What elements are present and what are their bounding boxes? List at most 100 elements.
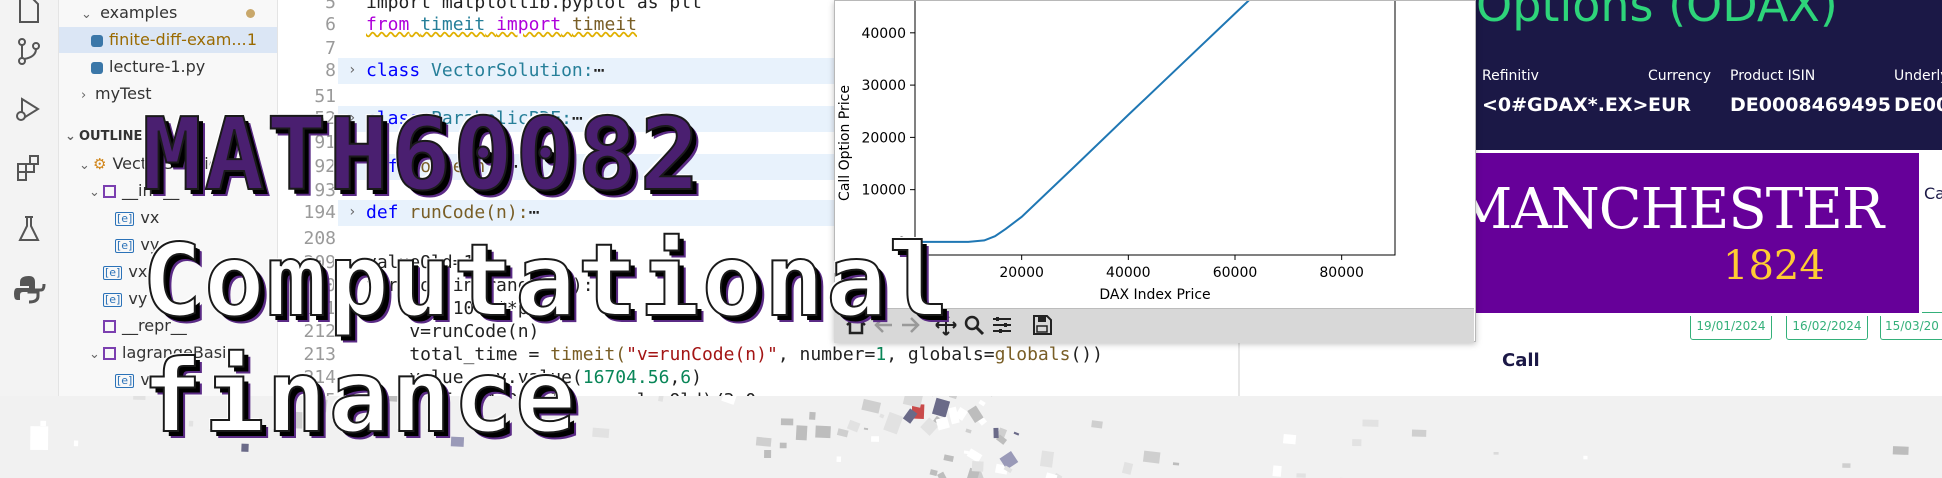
outline-item[interactable]: [e] vy [115,235,160,254]
outline-item[interactable]: __repr__ [103,313,187,339]
confetti-piece [592,427,610,439]
expiry-date-button[interactable]: 19/01/2024 [1690,312,1772,340]
confetti-piece [1054,472,1063,478]
chevron-right-icon[interactable]: › [348,110,357,126]
line-number: 93 [314,180,336,201]
outline-item[interactable]: [e] vx [115,370,160,389]
field-value: DE00 [1894,94,1942,116]
confetti-piece [658,396,664,402]
confetti-piece [383,396,398,402]
chevron-down-icon: ⌄ [79,158,90,173]
confetti-piece [954,407,968,421]
outline-header[interactable]: ⌄ OUTLINE [65,124,142,150]
code-line: v=runCode(n) [366,321,540,342]
confetti-piece [967,405,984,424]
files-icon[interactable] [12,0,46,28]
outline-item[interactable]: ⌄ ⚙ VectorSolution [79,151,229,177]
field-label: Underly [1894,68,1942,84]
confetti-piece [902,408,918,424]
run-debug-icon[interactable] [12,92,46,126]
line-number: 208 [303,228,336,249]
save-icon[interactable] [1030,313,1054,337]
outline-item[interactable]: [e] vx [115,208,160,227]
confetti-piece [309,397,328,413]
testing-flask-icon[interactable] [12,212,46,246]
web-title: Options (ODAX) [1476,0,1838,32]
axes-frame [914,0,1396,256]
outline-item[interactable]: ⌄ __init__ [89,178,179,204]
web-header: Options (ODAX) Refinitiv <0#GDAX*.EX> Cu… [1476,0,1942,150]
tab-label[interactable]: Ca [1924,184,1942,203]
method-icon [103,320,116,333]
confetti-piece [978,399,986,407]
class-icon: ⚙ [93,155,107,173]
confetti-piece [1362,419,1379,427]
python-file-icon [91,61,103,74]
configure-icon[interactable] [990,313,1014,337]
confetti-piece [721,396,737,405]
line-number: 8 [325,60,336,81]
x-tick-label: 60000 [1213,265,1258,281]
confetti-piece [1121,461,1134,475]
forward-icon[interactable] [898,313,922,337]
y-axis-label: Call Option Price [837,85,853,201]
call-heading: Call [1502,350,1540,371]
pan-icon[interactable] [934,313,958,337]
code-line: n = 10*2**pow [366,298,551,319]
home-icon[interactable] [844,313,868,337]
tree-folder-examples[interactable]: ⌄ examples [81,0,277,26]
x-tick-label: 40000 [1106,265,1151,281]
confetti-piece [1842,463,1851,468]
expiry-date-button[interactable]: 15/03/20 [1880,312,1942,340]
chevron-down-icon: ⌄ [65,129,76,144]
x-tick-label: 0 [911,265,920,281]
python-icon[interactable] [12,272,46,306]
variable-icon: [e] [103,292,123,307]
course-code-heading: MATH60082 [141,95,702,214]
confetti-piece [1282,433,1297,445]
logo-wordmark: MANCHESTER [1455,177,1884,242]
expiry-date-button[interactable]: 16/02/2024 [1786,312,1868,340]
variable-icon: [e] [115,373,135,388]
line-number: 5 [325,0,336,13]
field-label: Currency [1648,68,1712,84]
confetti-piece [1003,465,1013,474]
outline-item[interactable]: [e] vx [103,262,148,281]
confetti-piece [966,448,983,463]
confetti-piece [815,425,831,439]
chevron-right-icon[interactable]: › [348,62,357,78]
confetti-piece [1411,429,1427,437]
source-control-icon[interactable] [12,34,46,68]
y-tick-label: 40000 [861,26,906,42]
tree-file-finite-diff[interactable]: finite-diff-exam... 1 [59,27,277,53]
confetti-piece [836,428,849,438]
explorer-panel: ⌄ examples finite-diff-exam... 1 lecture… [59,0,278,420]
confetti-piece [450,436,465,447]
confetti-piece [30,426,49,450]
method-icon [103,347,116,360]
confetti-piece [937,471,948,478]
confetti-piece [1044,472,1058,478]
code-line: def runCode(n):⋯ [366,202,540,223]
outline-item[interactable]: [e] vy [103,289,148,308]
field-label: Product ISIN [1730,68,1816,84]
confetti-piece [883,411,904,435]
extensions-icon[interactable] [12,152,46,186]
line-number: 51 [314,86,336,107]
confetti-piece [1583,455,1588,460]
outline-item[interactable]: ⌄ lagrangeBasis [89,340,235,366]
confetti-piece [764,449,772,459]
confetti-piece [948,396,958,400]
line-number: 210 [303,275,336,296]
course-name-line-1: Computational [141,221,951,340]
confetti-piece [1352,439,1362,447]
back-icon[interactable] [872,313,896,337]
zoom-icon[interactable] [962,313,986,337]
confetti-piece [1142,450,1161,464]
chevron-right-icon[interactable]: › [348,204,357,220]
confetti-piece [943,454,954,462]
tree-file-lecture-1[interactable]: lecture-1.py [91,54,205,80]
x-axis-label: DAX Index Price [1099,287,1210,303]
x-tick-label: 20000 [999,265,1044,281]
tree-folder-mytest[interactable]: › myTest [81,81,152,107]
